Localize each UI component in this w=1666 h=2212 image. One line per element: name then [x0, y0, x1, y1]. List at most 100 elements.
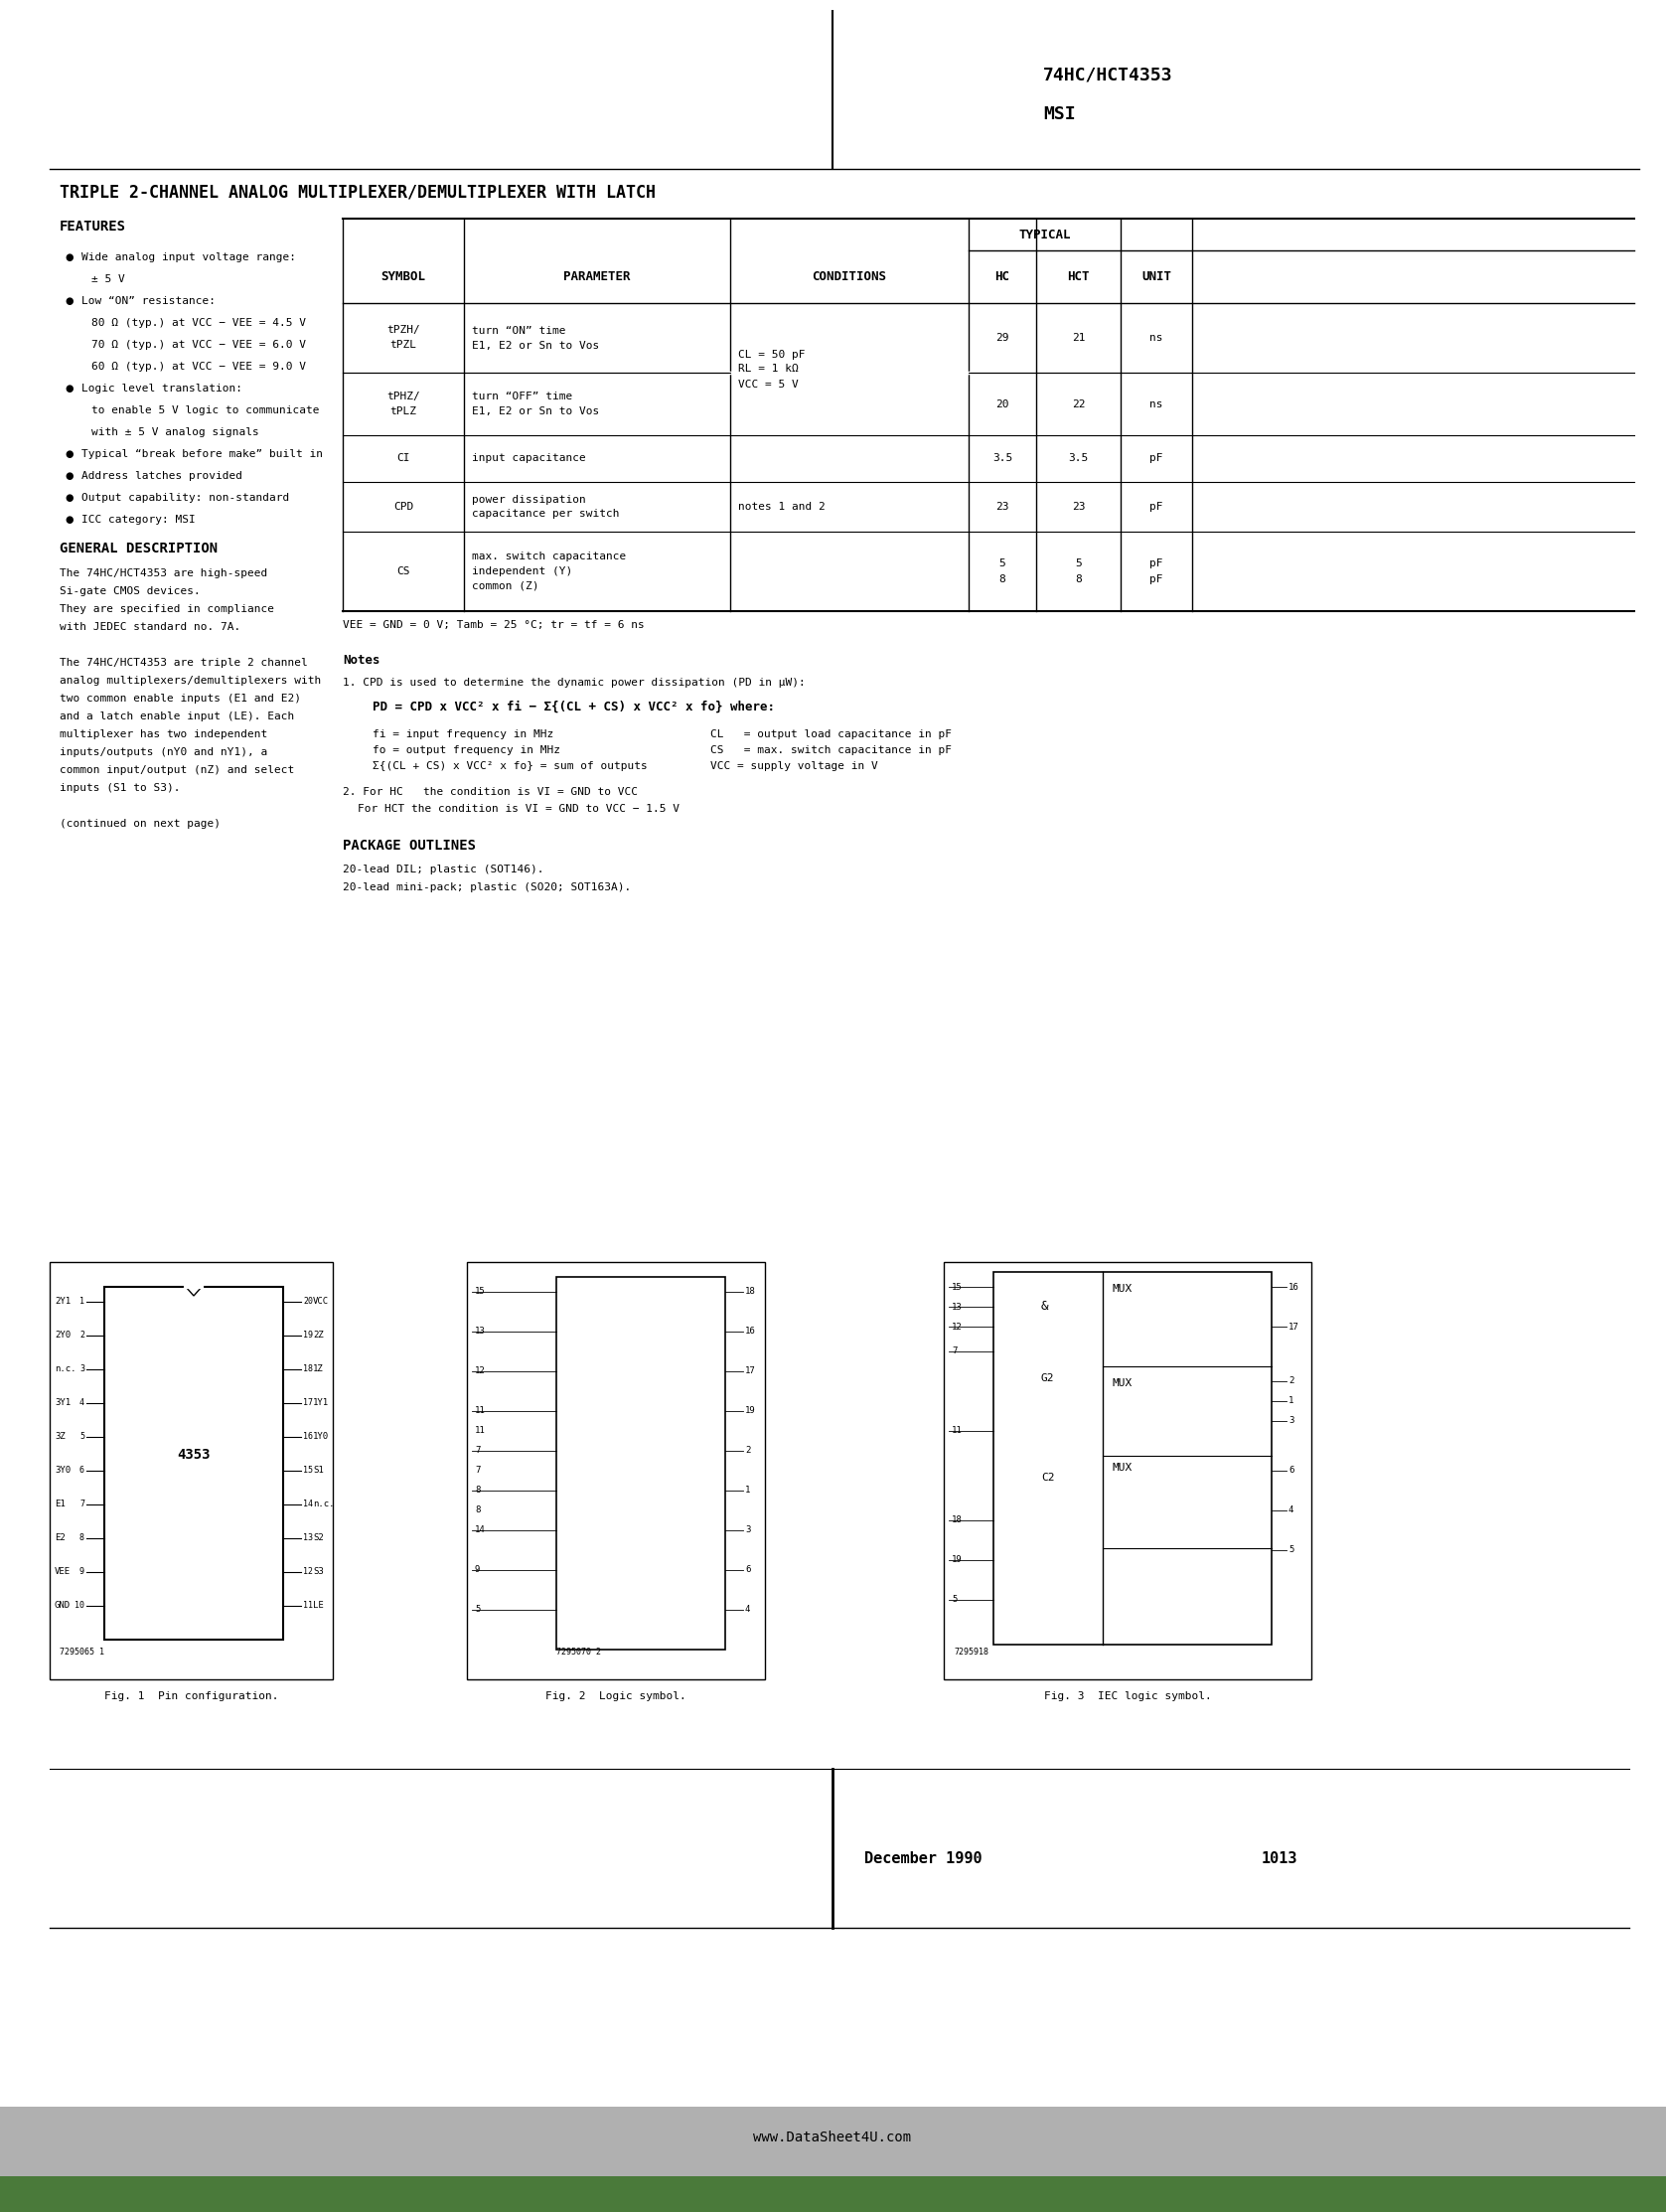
Text: 11: 11 [303, 1601, 313, 1610]
Text: 19: 19 [951, 1555, 963, 1564]
Text: The 74HC/HCT4353 are triple 2 channel: The 74HC/HCT4353 are triple 2 channel [60, 657, 308, 668]
Text: 17: 17 [1288, 1323, 1299, 1332]
Text: S1: S1 [313, 1467, 323, 1475]
Text: Output capability: non-standard: Output capability: non-standard [82, 493, 290, 502]
Text: 20: 20 [996, 398, 1010, 409]
Text: (continued on next page): (continued on next page) [60, 818, 220, 830]
Text: 2Y1: 2Y1 [55, 1296, 70, 1307]
Text: tPHZ/: tPHZ/ [387, 392, 420, 400]
Text: 4353: 4353 [177, 1447, 210, 1462]
Text: 4: 4 [1288, 1506, 1294, 1515]
Text: Fig. 1  Pin configuration.: Fig. 1 Pin configuration. [103, 1692, 278, 1701]
Text: 18: 18 [303, 1365, 313, 1374]
Text: GENERAL DESCRIPTION: GENERAL DESCRIPTION [60, 542, 218, 555]
Text: MUX: MUX [1113, 1378, 1133, 1389]
Text: 70 Ω (typ.) at VCC − VEE = 6.0 V: 70 Ω (typ.) at VCC − VEE = 6.0 V [92, 341, 307, 349]
Text: and a latch enable input (LE). Each: and a latch enable input (LE). Each [60, 712, 295, 721]
Text: ●: ● [65, 383, 73, 394]
Text: UNIT: UNIT [1141, 270, 1171, 283]
Text: fo = output frequency in MHz: fo = output frequency in MHz [373, 745, 560, 754]
Text: 9: 9 [475, 1566, 480, 1575]
Text: 6: 6 [1288, 1467, 1294, 1475]
Text: E1, E2 or Sn to Vos: E1, E2 or Sn to Vos [471, 407, 600, 416]
Text: They are specified in compliance: They are specified in compliance [60, 604, 275, 615]
Text: 17: 17 [303, 1398, 313, 1407]
Text: RL = 1 kΩ: RL = 1 kΩ [738, 365, 798, 374]
Text: CONDITIONS: CONDITIONS [811, 270, 886, 283]
Text: ●: ● [65, 449, 73, 460]
Text: 8: 8 [1000, 573, 1006, 584]
Text: 7: 7 [80, 1500, 85, 1509]
Text: 80 Ω (typ.) at VCC − VEE = 4.5 V: 80 Ω (typ.) at VCC − VEE = 4.5 V [92, 319, 307, 327]
Text: 60 Ω (typ.) at VCC − VEE = 9.0 V: 60 Ω (typ.) at VCC − VEE = 9.0 V [92, 363, 307, 372]
Text: 12: 12 [951, 1323, 963, 1332]
Text: 10: 10 [75, 1601, 85, 1610]
Text: December 1990: December 1990 [865, 1851, 983, 1867]
Text: 5: 5 [1075, 560, 1081, 568]
Text: E1, E2 or Sn to Vos: E1, E2 or Sn to Vos [471, 341, 600, 349]
Text: ns: ns [1150, 332, 1163, 343]
Text: 2: 2 [80, 1332, 85, 1340]
Text: 13: 13 [475, 1327, 485, 1336]
Text: 1013: 1013 [1261, 1851, 1298, 1867]
Text: turn “OFF” time: turn “OFF” time [471, 392, 573, 400]
Text: 8: 8 [475, 1506, 480, 1515]
Text: 3: 3 [1288, 1416, 1294, 1425]
Text: 12: 12 [303, 1568, 313, 1577]
Text: 4: 4 [80, 1398, 85, 1407]
Text: n.c.: n.c. [55, 1365, 77, 1374]
Text: 14: 14 [475, 1526, 485, 1535]
Text: MSI: MSI [1043, 106, 1076, 124]
Text: pF: pF [1150, 453, 1163, 465]
Text: 3Z: 3Z [55, 1433, 65, 1442]
Text: 5: 5 [475, 1606, 480, 1615]
Text: n.c.: n.c. [313, 1500, 335, 1509]
Text: 1Y1: 1Y1 [313, 1398, 328, 1407]
Text: 5: 5 [951, 1595, 956, 1604]
Text: 1: 1 [80, 1296, 85, 1307]
Text: 16: 16 [745, 1327, 756, 1336]
Text: 2Y0: 2Y0 [55, 1332, 70, 1340]
Text: 3Y1: 3Y1 [55, 1398, 70, 1407]
Text: two common enable inputs (E1 and E2): two common enable inputs (E1 and E2) [60, 695, 302, 703]
Text: 7295918: 7295918 [953, 1648, 988, 1657]
Text: GND: GND [55, 1601, 70, 1610]
Text: HC: HC [995, 270, 1010, 283]
Text: 13: 13 [303, 1533, 313, 1542]
Text: PACKAGE OUTLINES: PACKAGE OUTLINES [343, 838, 476, 852]
Text: 18: 18 [745, 1287, 756, 1296]
Text: TYPICAL: TYPICAL [1018, 228, 1071, 241]
Text: to enable 5 V logic to communicate: to enable 5 V logic to communicate [92, 405, 320, 416]
Text: 6: 6 [80, 1467, 85, 1475]
Text: 17: 17 [745, 1367, 756, 1376]
Text: 11: 11 [475, 1407, 485, 1416]
Text: power dissipation: power dissipation [471, 493, 586, 504]
Text: tPLZ: tPLZ [390, 407, 416, 416]
Text: 8: 8 [475, 1486, 480, 1495]
Text: 3Y0: 3Y0 [55, 1467, 70, 1475]
Text: SYMBOL: SYMBOL [382, 270, 426, 283]
Text: pF: pF [1150, 573, 1163, 584]
Text: VEE = GND = 0 V; Tamb = 25 °C; tr = tf = 6 ns: VEE = GND = 0 V; Tamb = 25 °C; tr = tf =… [343, 619, 645, 630]
Text: input capacitance: input capacitance [471, 453, 586, 465]
Text: 16: 16 [1288, 1283, 1299, 1292]
Text: common input/output (nZ) and select: common input/output (nZ) and select [60, 765, 295, 774]
Text: 16: 16 [303, 1433, 313, 1442]
Text: VCC = supply voltage in V: VCC = supply voltage in V [710, 761, 878, 772]
Polygon shape [0, 2106, 1666, 2177]
Text: analog multiplexers/demultiplexers with: analog multiplexers/demultiplexers with [60, 675, 322, 686]
Text: 7295065 1: 7295065 1 [60, 1648, 105, 1657]
Text: ●: ● [65, 493, 73, 502]
Text: 20-lead DIL; plastic (SOT146).: 20-lead DIL; plastic (SOT146). [343, 865, 543, 874]
Text: tPZH/: tPZH/ [387, 325, 420, 336]
Text: Logic level translation:: Logic level translation: [82, 383, 242, 394]
Text: 3.5: 3.5 [1068, 453, 1088, 465]
Text: ●: ● [65, 296, 73, 305]
Text: ●: ● [65, 515, 73, 524]
Text: 7: 7 [475, 1447, 480, 1455]
Text: 3.5: 3.5 [993, 453, 1013, 465]
Text: 1. CPD is used to determine the dynamic power dissipation (PD in μW):: 1. CPD is used to determine the dynamic … [343, 677, 805, 688]
Text: 1Y0: 1Y0 [313, 1433, 328, 1442]
Text: CS: CS [397, 566, 410, 577]
Text: 8: 8 [80, 1533, 85, 1542]
